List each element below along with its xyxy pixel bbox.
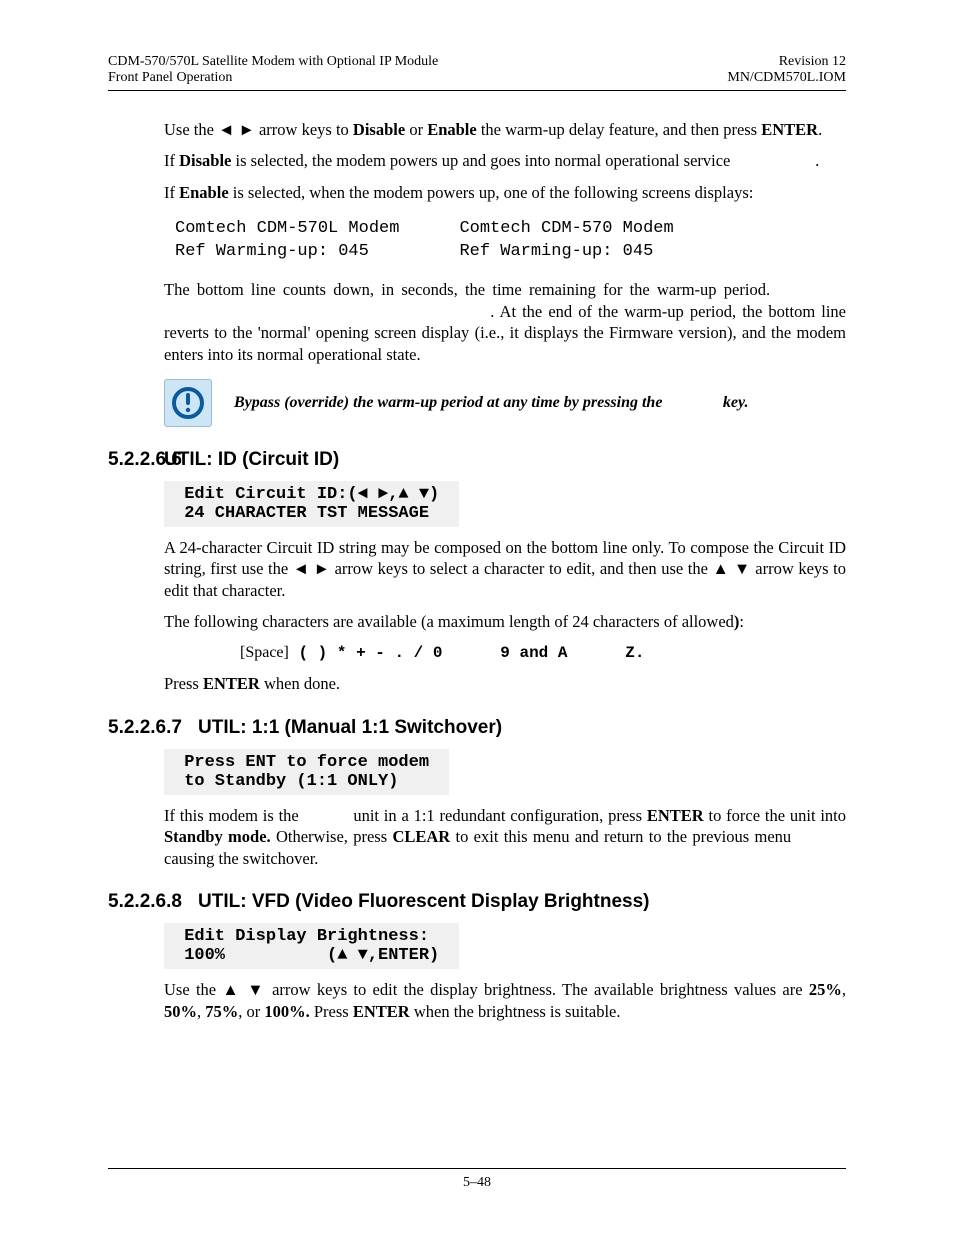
note-text: Bypass (override) the warm-up period at … xyxy=(234,394,846,412)
note: Bypass (override) the warm-up period at … xyxy=(108,379,846,427)
header-left-2: Front Panel Operation xyxy=(108,70,232,86)
paragraph: A 24-character Circuit ID string may be … xyxy=(164,537,846,601)
paragraph: If Disable is selected, the modem powers… xyxy=(164,150,846,171)
lcd-screen: Comtech CDM-570L Modem Ref Warming-up: 0… xyxy=(164,213,410,269)
header-right-1: Revision 12 xyxy=(779,54,846,70)
page: CDM-570/570L Satellite Modem with Option… xyxy=(0,0,954,1235)
section-heading: 5.2.2.6.8UTIL: VFD (Video Fluorescent Di… xyxy=(108,891,846,913)
paragraph: Press ENTER when done. xyxy=(164,673,846,694)
header-left-1: CDM-570/570L Satellite Modem with Option… xyxy=(108,54,438,70)
paragraph: The bottom line counts down, in seconds,… xyxy=(164,279,846,365)
lcd-screen: Comtech CDM-570 Modem Ref Warming-up: 04… xyxy=(448,213,684,269)
paragraph: If this modem is the Online unit in a 1:… xyxy=(164,805,846,869)
lcd-screen: Edit Display Brightness: 100% (▲ ▼,ENTER… xyxy=(164,923,459,969)
lcd-screens: Comtech CDM-570L Modem Ref Warming-up: 0… xyxy=(164,213,846,269)
header-rule xyxy=(108,90,846,91)
paragraph: The following characters are available (… xyxy=(164,611,846,632)
paragraph: Use the ◄ ► arrow keys to Disable or Ena… xyxy=(164,119,846,140)
header-right-2: MN/CDM570L.IOM xyxy=(727,70,846,86)
characters-line: [Space] ( ) * + - . / 0 through 9 and A … xyxy=(164,643,846,664)
lcd-screen: Edit Circuit ID:(◄ ►,▲ ▼) 24 CHARACTER T… xyxy=(164,481,459,527)
paragraph: If Enable is selected, when the modem po… xyxy=(164,182,846,203)
content: Use the ◄ ► arrow keys to Disable or Ena… xyxy=(108,119,846,365)
section-heading: 5.2.2.6.7UTIL: 1:1 (Manual 1:1 Switchove… xyxy=(108,717,846,739)
header: CDM-570/570L Satellite Modem with Option… xyxy=(108,54,846,91)
paragraph: Use the ▲ ▼ arrow keys to edit the displ… xyxy=(164,979,846,1022)
important-icon xyxy=(164,379,212,427)
section-heading: 5.2.2.6.6UTIL: ID (Circuit ID) xyxy=(108,449,846,471)
page-number: 5–48 xyxy=(108,1168,846,1191)
lcd-screen: Press ENT to force modem to Standby (1:1… xyxy=(164,749,449,795)
